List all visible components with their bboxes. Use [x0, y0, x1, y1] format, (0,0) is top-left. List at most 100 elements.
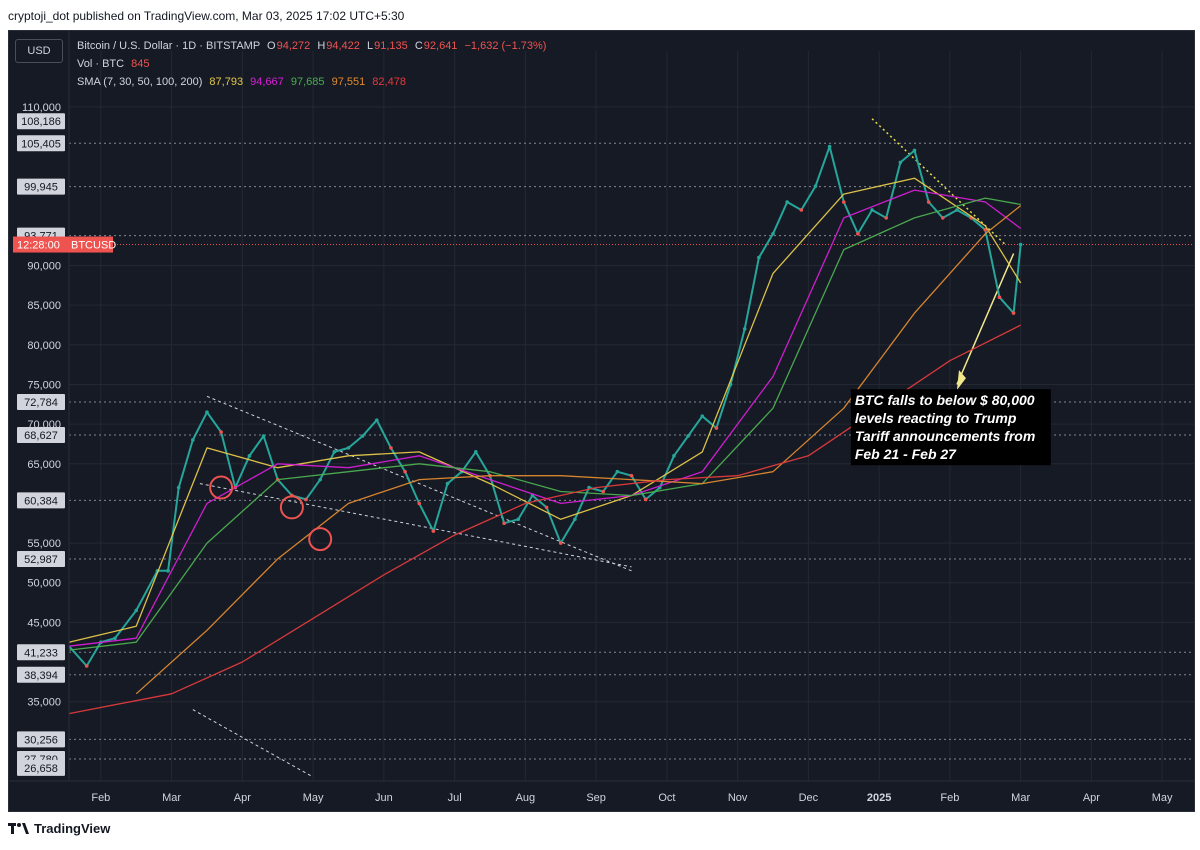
time-tick-label: Oct — [658, 792, 675, 804]
price-point — [799, 208, 804, 212]
time-tick-label: May — [303, 792, 324, 804]
sma-label: SMA (7, 30, 50, 100, 200) — [77, 76, 203, 88]
price-point — [643, 497, 648, 502]
price-level-label: 52,987 — [24, 554, 58, 566]
price-level-box — [17, 731, 65, 748]
time-tick-label: Feb — [940, 792, 959, 804]
price-point — [176, 485, 181, 490]
price-point — [219, 430, 223, 434]
series-sma-30 — [68, 189, 1022, 647]
price-point — [757, 255, 761, 260]
series-sma-200 — [68, 324, 1021, 715]
price-point — [742, 327, 747, 331]
price-tick-label: 50,000 — [27, 578, 61, 590]
price-point — [389, 446, 393, 450]
price-level-label: 30,256 — [24, 734, 58, 746]
circled-low-marker — [308, 527, 333, 552]
time-tick-label: Dec — [799, 792, 819, 804]
time-axis: Feb Mar Apr May Jun Jul Aug Sep Oct Nov Dec 2025 Feb… — [9, 780, 1194, 804]
time-tick-label: Apr — [1083, 792, 1100, 804]
time-tick-label: 2025 — [867, 792, 891, 804]
price-point — [261, 434, 266, 438]
price-level-box — [17, 426, 65, 443]
price-tick-label: 75,000 — [27, 379, 61, 391]
channel-upper-line — [206, 395, 632, 572]
price-tick-label: 35,000 — [27, 697, 61, 709]
footer[interactable]: TradingView — [8, 821, 110, 836]
price-point — [898, 160, 903, 165]
publish-info: cryptoji_dot published on TradingView.co… — [8, 9, 405, 23]
price-point — [558, 541, 563, 545]
annotation-line: levels reacting to Trump — [855, 410, 1017, 426]
current-price-symbol: BTCUSD — [71, 240, 116, 252]
annotation-box — [850, 389, 1051, 466]
annotation-line: BTC falls to below $ 80,000 — [855, 392, 1035, 408]
annotation-layer: BTC falls to below $ 80,000 levels react… — [850, 389, 1051, 466]
price-point — [544, 505, 549, 510]
price-point — [629, 473, 634, 478]
price-point — [573, 517, 577, 522]
price-point — [84, 664, 89, 668]
price-point — [113, 636, 117, 641]
price-point — [941, 216, 945, 220]
ohlc-o: O94,272 — [267, 40, 311, 52]
price-point — [870, 208, 874, 212]
sma100-value: 97,551 — [331, 76, 366, 88]
sma50-value: 97,685 — [290, 76, 325, 88]
price-level-box — [17, 492, 65, 509]
old-trend-line — [192, 709, 314, 778]
price-level-label: 60,384 — [24, 495, 58, 507]
symbol-legend[interactable]: Bitcoin / U.S. Dollar · 1D · BITSTAMP O9… — [77, 40, 546, 52]
price-point — [431, 529, 436, 533]
price-point — [997, 295, 1002, 300]
price-point — [672, 454, 676, 458]
ohlc-c: C92,641 — [414, 40, 458, 52]
price-level-box — [17, 759, 65, 776]
time-tick-label: May — [1152, 792, 1173, 804]
price-chart[interactable]: 110,00090,00085,00080,00075,00070,00065,… — [9, 31, 1194, 811]
price-point — [813, 184, 818, 188]
circled-low-marker — [209, 475, 234, 500]
series-sma-100 — [135, 205, 1022, 695]
price-level-label: 99,945 — [24, 182, 58, 194]
time-tick-label: Mar — [162, 792, 181, 804]
current-price-tag — [13, 236, 113, 253]
price-tick-label: 90,000 — [27, 260, 61, 272]
price-level-label: 108,186 — [21, 116, 61, 128]
price-point — [516, 517, 521, 522]
price-point — [856, 231, 860, 236]
price-point — [205, 410, 209, 415]
circle-layer — [209, 475, 333, 552]
time-tick-label: Mar — [1011, 792, 1030, 804]
sma-legend[interactable]: SMA (7, 30, 50, 100, 200) 87,793 94,667 … — [77, 76, 406, 88]
series-sma-50 — [68, 197, 1021, 651]
current-price-time: 12:28:00 — [17, 240, 60, 252]
price-point — [502, 521, 506, 526]
price-point — [191, 438, 195, 442]
annotation-line: Feb 21 - Feb 27 — [855, 446, 957, 462]
chart-panel[interactable]: 110,000 90,000 85,000 80,000 75,000 70,000 65,… — [8, 30, 1195, 812]
descending-trendline — [871, 118, 1008, 247]
price-axis: 110,00090,00085,00080,00075,00070,00065,… — [13, 31, 116, 781]
circled-low-marker — [279, 495, 304, 520]
price-change: −1,632 (−1.73%) — [464, 40, 547, 52]
price-level-box — [17, 135, 65, 152]
sma200-value: 82,478 — [372, 76, 406, 88]
price-point — [686, 434, 690, 438]
series-btc-close — [68, 145, 1022, 667]
price-point — [304, 497, 308, 502]
channel-lower-line — [199, 483, 632, 568]
price-level-label: 105,405 — [21, 138, 61, 150]
tradingview-logo-icon — [8, 822, 29, 834]
price-point — [841, 200, 846, 204]
price-level-box — [17, 551, 65, 568]
price-point — [318, 477, 322, 482]
price-point — [1018, 242, 1023, 247]
currency-button[interactable]: USD — [15, 39, 63, 63]
volume-legend[interactable]: Vol · BTC 845 — [77, 58, 150, 70]
price-level-label: 72,784 — [24, 397, 58, 409]
price-point — [983, 227, 988, 232]
price-point — [955, 208, 959, 212]
price-point — [332, 450, 337, 454]
price-point — [417, 501, 422, 506]
